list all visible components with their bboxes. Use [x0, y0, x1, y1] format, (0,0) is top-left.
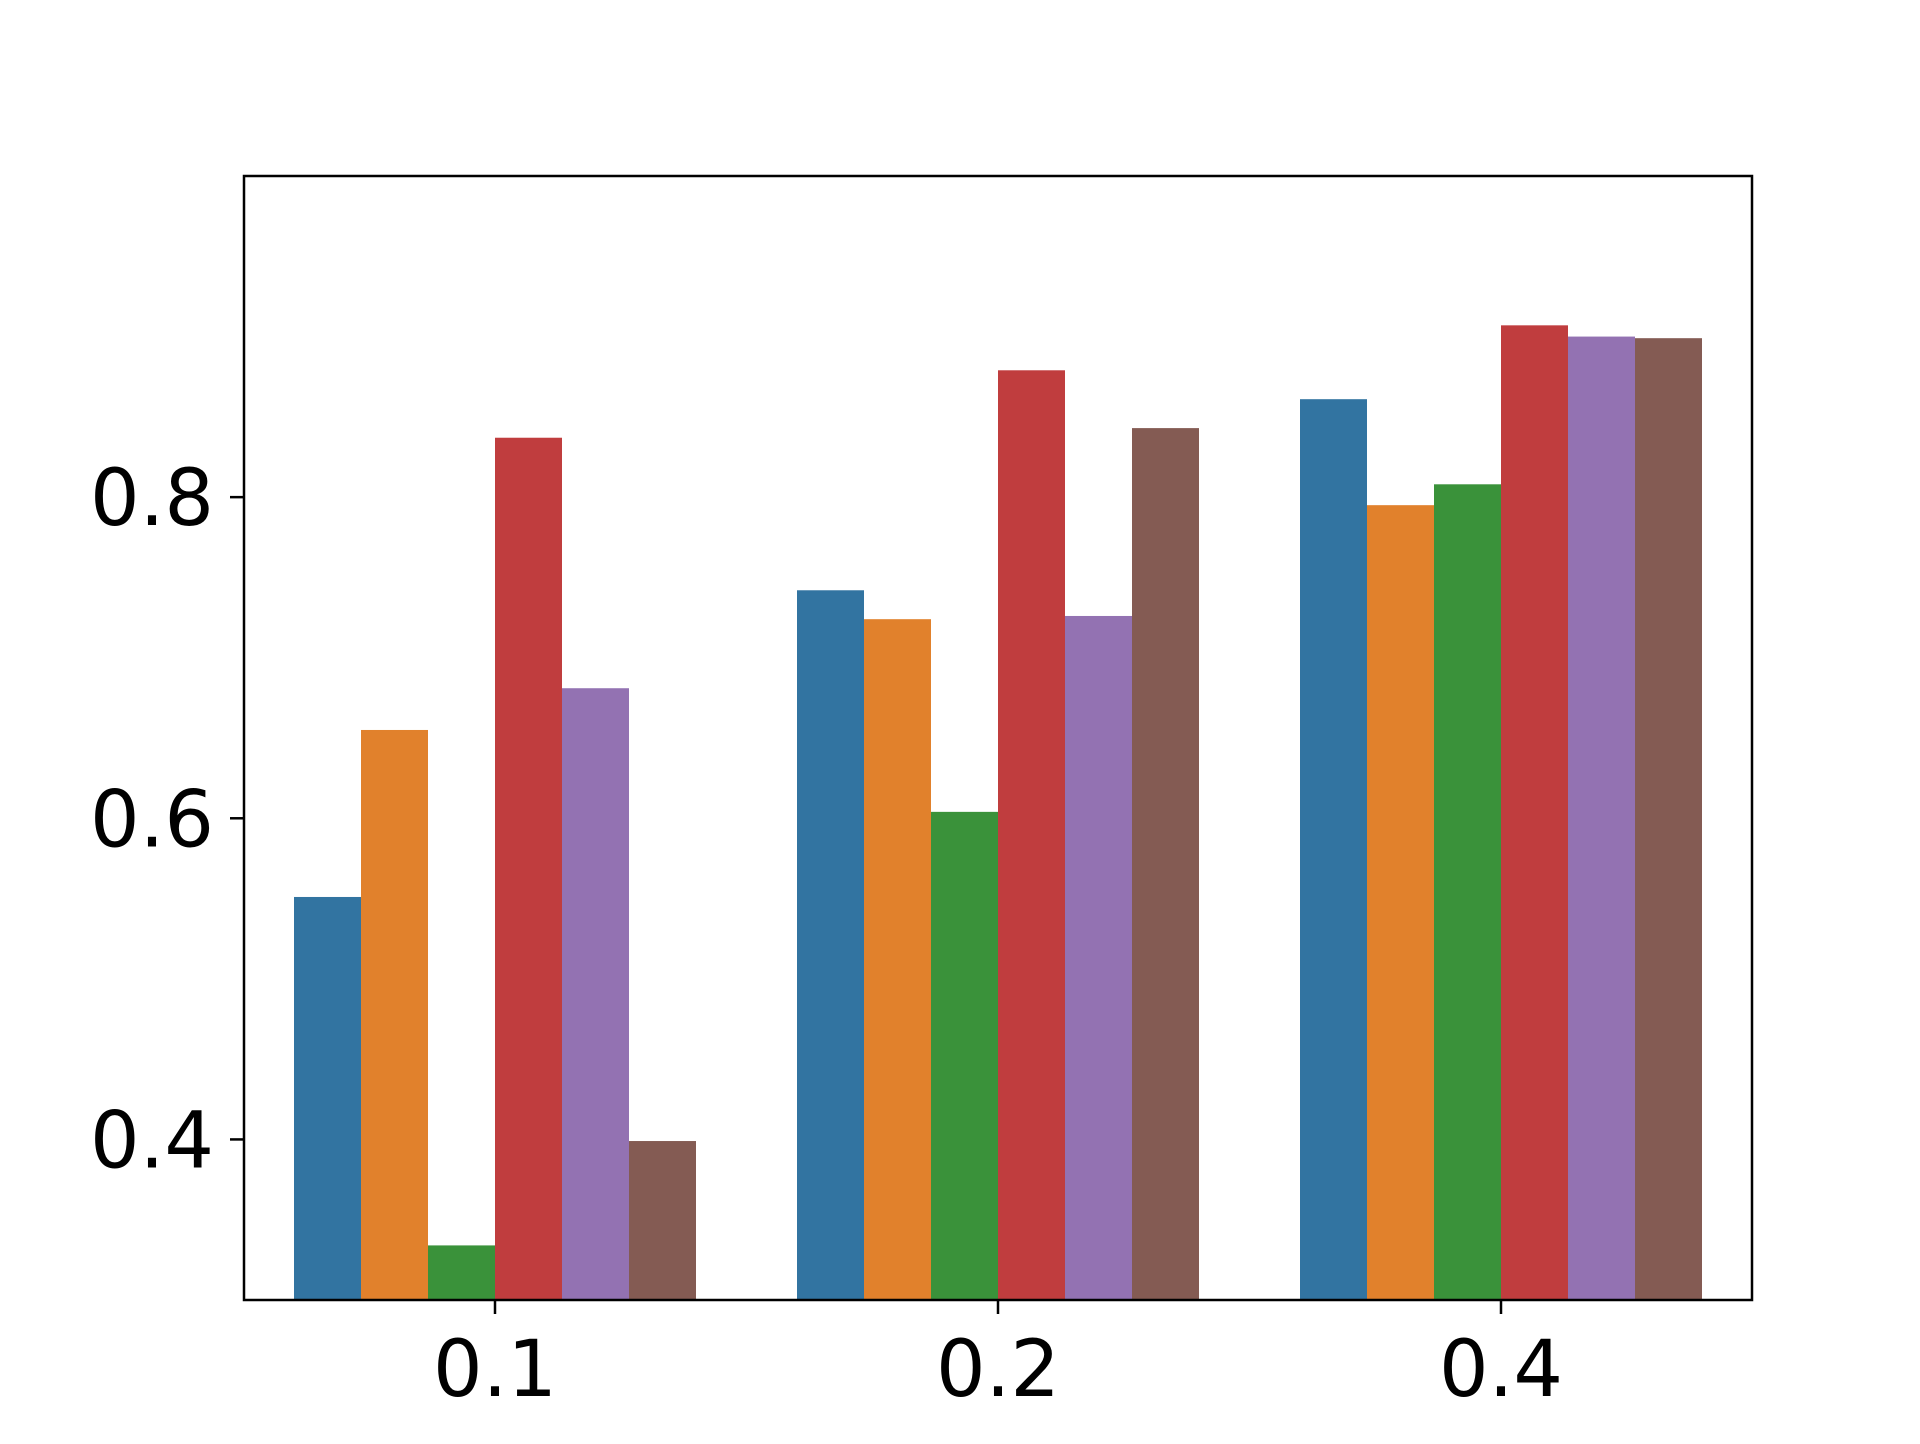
bar-0.2-series-3: [931, 811, 998, 1300]
bar-0.1-series-3: [428, 1245, 495, 1300]
bar-0.1-series-4: [495, 437, 562, 1301]
bar-0.2-series-1: [797, 590, 864, 1300]
bar-0.2-series-2: [864, 619, 931, 1300]
bar-0.4-series-3: [1434, 484, 1501, 1300]
bar-0.2-series-6: [1132, 428, 1199, 1301]
bar-0.2-series-4: [998, 370, 1065, 1300]
bar-0.1-series-5: [562, 688, 629, 1300]
bar-0.4-series-4: [1501, 325, 1568, 1301]
y-tick-label: 0.6: [90, 775, 214, 865]
bar-0.2-series-5: [1065, 615, 1132, 1300]
bar-0.4-series-6: [1635, 338, 1702, 1300]
bar-0.1-series-6: [629, 1141, 696, 1300]
bar-0.1-series-1: [294, 896, 361, 1300]
x-tick-label: 0.4: [1439, 1325, 1563, 1415]
x-tick-label: 0.2: [936, 1325, 1060, 1415]
x-tick-label: 0.1: [433, 1325, 557, 1415]
bar-0.1-series-2: [361, 729, 428, 1300]
bar-0.4-series-5: [1568, 336, 1635, 1300]
axes-layer: 0.1 0.2 0.4 0.4 0.6 0.8: [90, 454, 1563, 1415]
bars-layer: [294, 325, 1702, 1301]
bar-0.4-series-1: [1300, 399, 1367, 1300]
bar-0.4-series-2: [1367, 505, 1434, 1300]
y-tick-label: 0.4: [90, 1096, 214, 1186]
plot-frame: [242, 174, 1754, 1302]
y-tick-label: 0.8: [90, 454, 214, 544]
